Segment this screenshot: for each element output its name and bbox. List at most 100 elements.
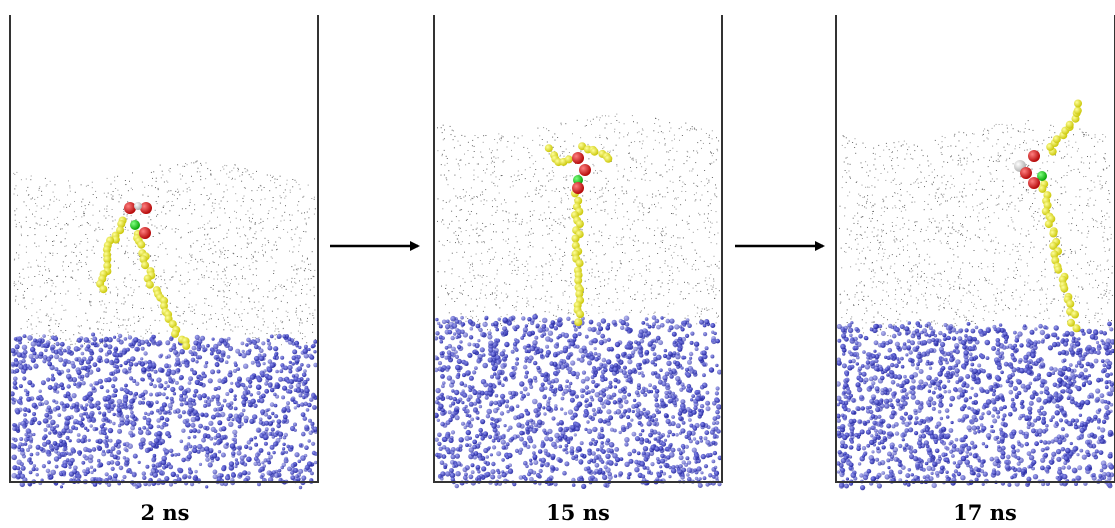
vapor-particle <box>149 216 150 217</box>
vapor-particle <box>481 201 482 202</box>
vapor-particle <box>41 218 42 219</box>
liquid-particle <box>130 411 134 415</box>
vapor-particle <box>607 138 608 139</box>
vapor-particle <box>38 190 39 191</box>
vapor-particle <box>646 169 647 170</box>
vapor-particle <box>228 322 229 323</box>
vapor-particle <box>208 305 209 306</box>
vapor-particle <box>261 190 262 191</box>
vapor-particle <box>302 311 303 312</box>
vapor-particle <box>556 189 557 190</box>
vapor-particle <box>314 287 315 288</box>
liquid-particle <box>536 324 540 328</box>
vapor-particle <box>281 197 282 198</box>
vapor-particle <box>191 213 192 214</box>
vapor-particle <box>51 280 52 281</box>
vapor-particle <box>62 228 63 229</box>
vapor-particle <box>283 192 284 193</box>
vapor-particle <box>220 251 221 252</box>
liquid-particle <box>51 377 56 382</box>
vapor-particle <box>714 256 715 257</box>
vapor-particle <box>176 311 177 312</box>
vapor-particle <box>691 171 692 172</box>
vapor-particle <box>300 268 301 269</box>
vapor-particle <box>700 291 701 292</box>
vapor-particle <box>114 180 115 181</box>
vapor-particle <box>53 314 54 315</box>
liquid-particle <box>105 353 109 357</box>
liquid-particle <box>86 429 89 432</box>
vapor-particle <box>190 202 191 203</box>
liquid-particle <box>435 438 439 442</box>
liquid-particle <box>150 411 154 415</box>
liquid-particle <box>47 362 52 367</box>
vapor-particle <box>523 147 524 148</box>
vapor-particle <box>141 308 142 309</box>
vapor-particle <box>278 328 279 329</box>
vapor-particle <box>226 237 227 238</box>
vapor-particle <box>669 169 670 170</box>
liquid-particle <box>54 354 59 359</box>
vapor-particle <box>189 254 190 255</box>
vapor-particle <box>127 252 128 253</box>
vapor-particle <box>74 201 75 202</box>
vapor-particle <box>505 211 506 212</box>
vapor-particle <box>491 158 492 159</box>
vapor-particle <box>533 163 534 164</box>
vapor-particle <box>447 292 448 293</box>
vapor-particle <box>716 222 717 223</box>
vapor-particle <box>154 226 155 227</box>
liquid-particle <box>185 422 190 427</box>
liquid-particle <box>13 377 18 382</box>
vapor-particle <box>181 258 182 259</box>
vapor-particle <box>599 190 600 191</box>
vapor-particle <box>81 266 82 267</box>
liquid-particle <box>93 362 98 367</box>
vapor-particle <box>716 313 717 314</box>
vapor-particle <box>108 279 109 280</box>
vapor-particle <box>610 235 611 236</box>
liquid-particle <box>123 397 129 403</box>
liquid-particle <box>82 396 87 401</box>
vapor-particle <box>292 215 293 216</box>
vapor-particle <box>586 200 587 201</box>
vapor-particle <box>682 135 683 136</box>
liquid-particle <box>160 416 165 421</box>
vapor-particle <box>135 263 136 264</box>
vapor-particle <box>235 327 236 328</box>
vapor-particle <box>89 302 90 303</box>
vapor-particle <box>681 246 682 247</box>
vapor-particle <box>82 225 83 226</box>
vapor-particle <box>177 198 178 199</box>
vapor-particle <box>124 214 125 215</box>
vapor-particle <box>649 269 650 270</box>
liquid-particle <box>215 355 219 359</box>
vapor-particle <box>692 169 693 170</box>
liquid-particle <box>68 453 71 456</box>
vapor-particle <box>484 307 485 308</box>
liquid-particle <box>632 449 637 454</box>
liquid-particle <box>205 457 210 462</box>
liquid-particle <box>67 346 71 350</box>
vapor-particle <box>685 318 686 319</box>
vapor-particle <box>302 256 303 257</box>
vapor-particle <box>136 219 137 220</box>
vapor-particle <box>40 309 41 310</box>
vapor-particle <box>623 286 624 287</box>
vapor-particle <box>124 253 125 254</box>
liquid-particle <box>173 392 176 395</box>
liquid-particle <box>71 364 76 369</box>
liquid-particle <box>538 475 542 479</box>
liquid-particle <box>27 335 33 341</box>
vapor-particle <box>252 337 253 338</box>
vapor-particle <box>204 224 205 225</box>
vapor-particle <box>272 207 273 208</box>
liquid-particle <box>102 412 106 416</box>
vapor-particle <box>263 296 264 297</box>
vapor-particle <box>284 220 285 221</box>
vapor-particle <box>117 248 118 249</box>
vapor-particle <box>711 199 712 200</box>
vapor-particle <box>480 152 481 153</box>
liquid-region <box>9 333 318 490</box>
vapor-particle <box>611 262 612 263</box>
